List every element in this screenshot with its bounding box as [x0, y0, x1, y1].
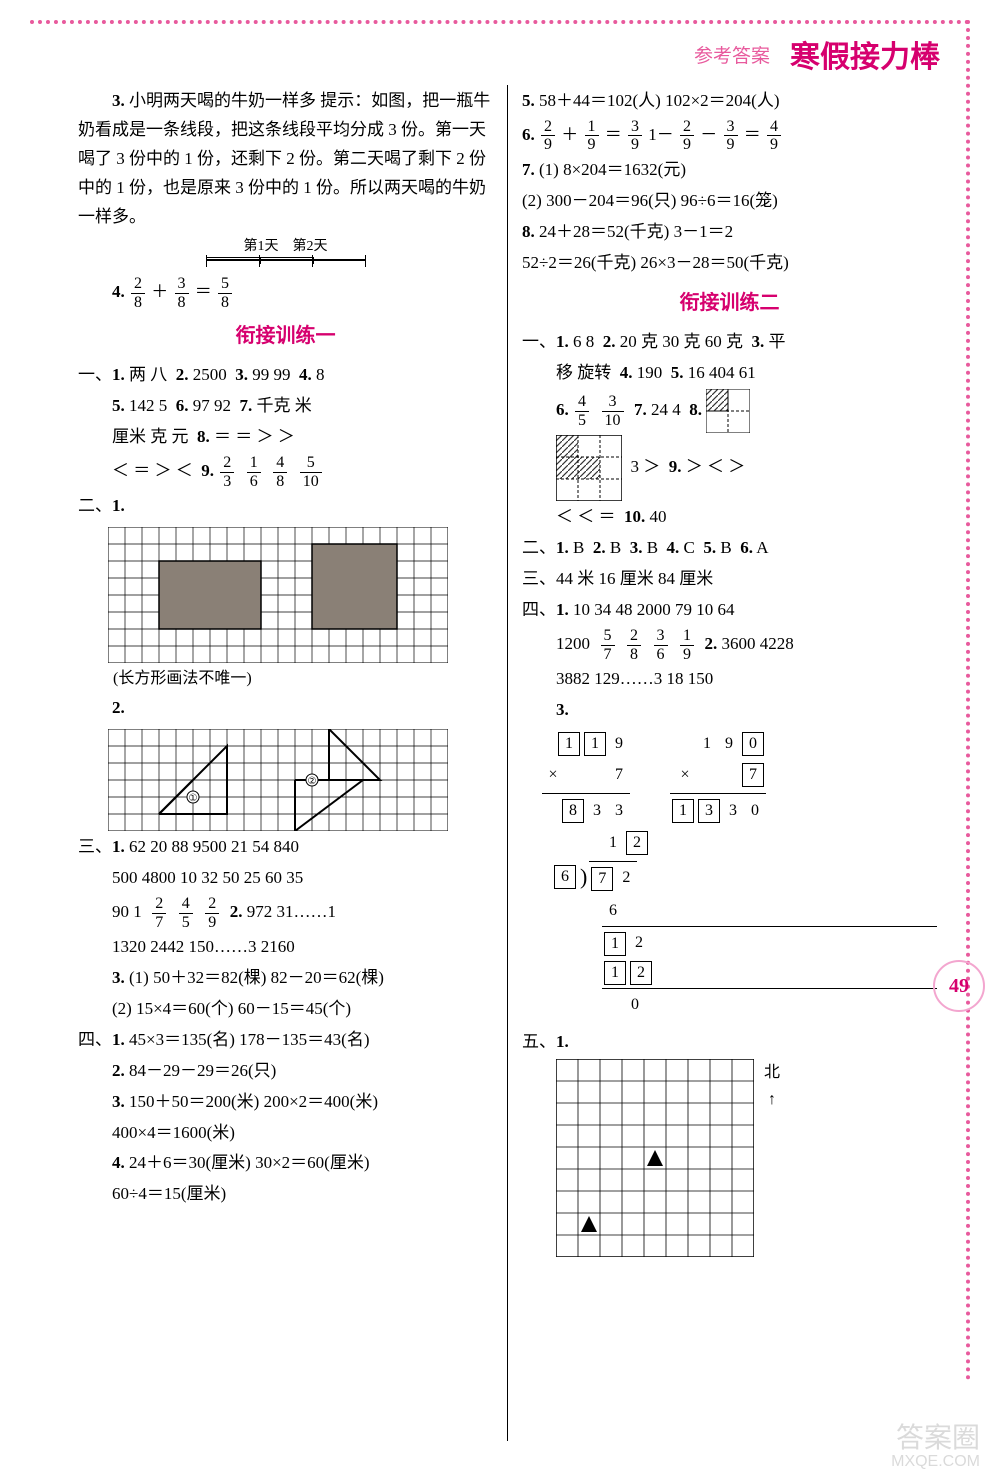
- grid1-note: (长方形画法不唯一): [113, 665, 493, 692]
- north-arrow-icon: ↑: [768, 1091, 776, 1108]
- q3-text: 3. 小明两天喝的牛奶一样多 提示：如图，把一瓶牛奶看成是一条线段，把这条线段平…: [78, 87, 493, 231]
- grid-figure-2: ①②: [108, 729, 448, 831]
- left-column: 3. 小明两天喝的牛奶一样多 提示：如图，把一瓶牛奶看成是一条线段，把这条线段平…: [70, 85, 508, 1441]
- segment-diagram: 第1天 第2天: [206, 235, 366, 271]
- sec3: 三、1. 62 20 88 9500 21 54 840: [78, 833, 493, 862]
- grid-figure-1: [108, 527, 448, 663]
- mult-problem-1: 119×7833: [542, 727, 630, 827]
- subhead-1: 衔接训练一: [78, 319, 493, 353]
- sec4: 四、1. 45×3＝135(名) 178－135＝43(名): [78, 1026, 493, 1055]
- grid-figure-5: [556, 1059, 754, 1257]
- mult-problem-2: 190×71330: [670, 727, 766, 827]
- mini-grid-8a: [706, 389, 750, 433]
- sec2-q1: 二、1.: [78, 492, 493, 521]
- page-header: 参考答案 寒假接力棒: [694, 32, 940, 83]
- decorative-top-border: [30, 20, 970, 24]
- page-number: 49: [933, 960, 985, 1012]
- multiplication-tables: 119×7833 190×71330: [542, 727, 937, 827]
- subhead-2: 衔接训练二: [522, 286, 937, 320]
- watermark: 答案圈 MXQE.COM: [891, 1423, 980, 1471]
- mini-grid-8b: [556, 435, 622, 501]
- book-logo: 寒假接力棒: [790, 32, 940, 83]
- svg-text:①: ①: [189, 793, 198, 804]
- sec1: 一、1. 两 八 2. 2500 3. 99 99 4. 8: [78, 361, 493, 390]
- right-column: 5. 58＋44＝102(人) 102×2＝204(人) 6. 29 ＋ 19 …: [508, 85, 945, 1441]
- ref-answers-title: 参考答案: [694, 41, 770, 73]
- svg-text:②: ②: [308, 776, 317, 787]
- q4-fraction: 4. 28 ＋ 38 ＝ 58: [112, 275, 493, 311]
- north-label: 北: [764, 1064, 780, 1081]
- decorative-right-border: [966, 20, 970, 1381]
- long-division: 126)72612120: [552, 829, 937, 1018]
- content-columns: 3. 小明两天喝的牛奶一样多 提示：如图，把一瓶牛奶看成是一条线段，把这条线段平…: [70, 85, 945, 1441]
